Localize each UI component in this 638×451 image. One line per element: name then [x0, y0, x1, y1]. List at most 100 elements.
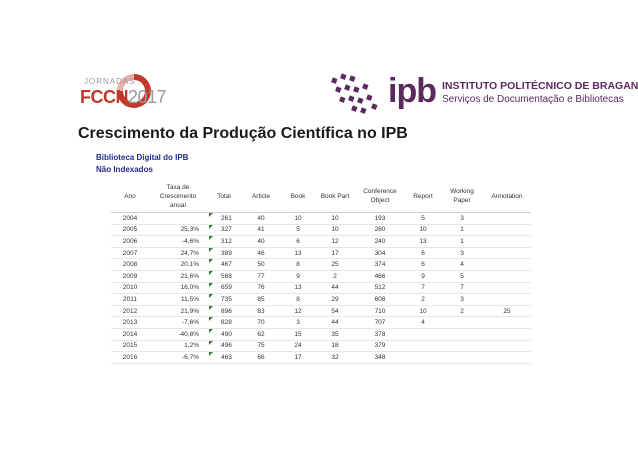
- cell-report: 5: [405, 212, 441, 225]
- cell-total-value: 496: [221, 342, 232, 350]
- cell-book-part: 54: [315, 305, 355, 318]
- cell-ano: 2009: [111, 270, 149, 283]
- cell-book: 13: [281, 282, 315, 295]
- cell-ano: 2010: [111, 282, 149, 295]
- ipb-logo: ipb INSTITUTO POLITÉCNICO DE BRAGANÇA Se…: [328, 70, 638, 116]
- cell-annotation: [483, 270, 531, 283]
- cell-annotation: [483, 258, 531, 271]
- cell-flag-icon: [209, 317, 213, 322]
- table-body: 2004 261 40 10 10 193 5 3 2005 25,3% 327 41 5 10 260 10…: [111, 212, 531, 364]
- cell-book-part: 17: [315, 247, 355, 260]
- fccn-small-text: JORNADAS: [84, 77, 136, 86]
- header-taxa: Taxa de Crescimento anual: [149, 180, 207, 213]
- cell-working-paper: 5: [441, 270, 483, 283]
- cell-total-value: 327: [221, 226, 232, 234]
- cell-conference-object: 710: [355, 305, 405, 318]
- cell-article: 70: [241, 316, 281, 329]
- cell-flag-icon: [209, 328, 213, 333]
- cell-total: 261: [207, 212, 241, 225]
- cell-total: 327: [207, 224, 241, 237]
- cell-annotation: [483, 351, 531, 364]
- cell-book: 15: [281, 328, 315, 341]
- cell-working-paper: [441, 351, 483, 364]
- cell-working-paper: [441, 328, 483, 341]
- cell-book-part: 35: [315, 328, 355, 341]
- cell-taxa: 25,3%: [149, 224, 207, 237]
- cell-ano: 2006: [111, 235, 149, 248]
- cell-flag-icon: [209, 213, 213, 217]
- cell-total-value: 828: [221, 319, 232, 327]
- header-book-part: Book Part: [315, 180, 355, 213]
- cell-ano: 2016: [111, 351, 149, 364]
- cell-book: 3: [281, 316, 315, 329]
- ipb-dots-icon: [331, 73, 378, 114]
- cell-working-paper: [441, 316, 483, 329]
- cell-total: 896: [207, 305, 241, 318]
- header-conference-object: Conference Object: [355, 180, 405, 213]
- header-working-paper: Working Paper: [441, 180, 483, 213]
- cell-book: 10: [281, 212, 315, 225]
- cell-taxa: [149, 212, 207, 225]
- cell-book-part: 10: [315, 212, 355, 225]
- cell-book-part: 12: [315, 235, 355, 248]
- fccn-ring-icon: [117, 74, 151, 108]
- cell-annotation: [483, 328, 531, 341]
- cell-total: 463: [207, 351, 241, 364]
- cell-book-part: 10: [315, 224, 355, 237]
- cell-book-part: 32: [315, 351, 355, 364]
- cell-article: 46: [241, 247, 281, 260]
- cell-flag-icon: [209, 236, 213, 241]
- cell-flag-icon: [209, 270, 213, 275]
- table-row: 2007 24,7% 389 46 13 17 304 6 3: [111, 247, 531, 260]
- cell-conference-object: 466: [355, 270, 405, 283]
- cell-taxa: 24,7%: [149, 247, 207, 260]
- cell-total: 467: [207, 258, 241, 271]
- cell-conference-object: 512: [355, 282, 405, 295]
- cell-ano: 2011: [111, 293, 149, 306]
- cell-annotation: [483, 224, 531, 237]
- subtitle-not-indexed: Não Indexados: [96, 165, 153, 174]
- cell-ano: 2005: [111, 224, 149, 237]
- cell-report: 13: [405, 235, 441, 248]
- header-total: Total: [207, 180, 241, 213]
- cell-article: 76: [241, 282, 281, 295]
- cell-annotation: [483, 212, 531, 225]
- cell-book: 6: [281, 235, 315, 248]
- cell-article: 83: [241, 305, 281, 318]
- cell-book-part: 18: [315, 340, 355, 353]
- cell-total-value: 389: [221, 249, 232, 257]
- cell-conference-object: 240: [355, 235, 405, 248]
- cell-annotation: [483, 293, 531, 306]
- fccn-brand-text: FCCN: [80, 87, 129, 107]
- cell-conference-object: 193: [355, 212, 405, 225]
- subtitle-library: Biblioteca Digital do IPB: [96, 153, 189, 162]
- cell-report: 6: [405, 247, 441, 260]
- cell-report: 6: [405, 258, 441, 271]
- cell-flag-icon: [209, 305, 213, 310]
- cell-article: 62: [241, 328, 281, 341]
- cell-total: 659: [207, 282, 241, 295]
- page-title: Crescimento da Produção Científica no IP…: [78, 125, 408, 142]
- cell-taxa: 16,0%: [149, 282, 207, 295]
- cell-taxa: 21,6%: [149, 270, 207, 283]
- cell-annotation: 25: [483, 305, 531, 318]
- cell-conference-object: 707: [355, 316, 405, 329]
- cell-ano: 2015: [111, 340, 149, 353]
- cell-conference-object: 608: [355, 293, 405, 306]
- cell-total: 496: [207, 340, 241, 353]
- cell-taxa: 20,1%: [149, 258, 207, 271]
- cell-flag-icon: [209, 340, 213, 345]
- cell-report: 4: [405, 316, 441, 329]
- cell-taxa: 21,9%: [149, 305, 207, 318]
- cell-report: 2: [405, 293, 441, 306]
- cell-article: 40: [241, 212, 281, 225]
- cell-total-value: 467: [221, 261, 232, 269]
- table-row: 2011 11,5% 735 85 8 29 608 2 3: [111, 293, 531, 306]
- header-article: Article: [241, 180, 281, 213]
- cell-working-paper: 1: [441, 224, 483, 237]
- cell-conference-object: 374: [355, 258, 405, 271]
- table-header-row: Ano Taxa de Crescimento anual Total Arti…: [111, 180, 531, 213]
- cell-article: 40: [241, 235, 281, 248]
- table-row: 2015 1,2% 496 75 24 18 379: [111, 340, 531, 353]
